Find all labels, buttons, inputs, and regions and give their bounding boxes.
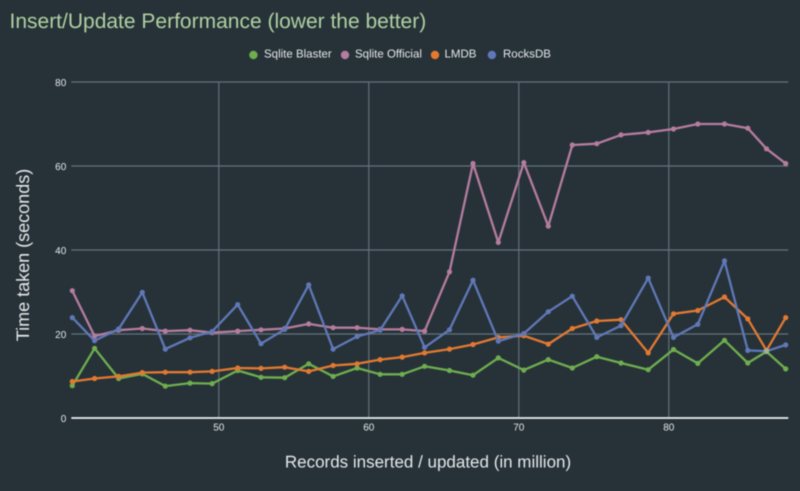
svg-text:RocksDB: RocksDB [503,49,551,61]
svg-text:Records inserted / updated (in: Records inserted / updated (in million) [285,453,571,472]
svg-text:80: 80 [663,422,675,433]
svg-text:60: 60 [363,422,375,433]
svg-text:40: 40 [55,246,67,257]
svg-text:70: 70 [513,422,525,433]
svg-text:Sqlite Official: Sqlite Official [355,49,422,61]
svg-text:Insert/Update Performance (low: Insert/Update Performance (lower the bet… [10,10,427,33]
svg-text:0: 0 [61,414,67,425]
svg-text:Time taken (seconds): Time taken (seconds) [13,169,33,341]
svg-text:LMDB: LMDB [445,49,477,61]
svg-text:50: 50 [213,422,225,433]
svg-text:Sqlite Blaster: Sqlite Blaster [264,49,332,61]
svg-text:20: 20 [55,330,67,341]
svg-text:60: 60 [55,162,67,173]
svg-text:80: 80 [55,78,67,89]
